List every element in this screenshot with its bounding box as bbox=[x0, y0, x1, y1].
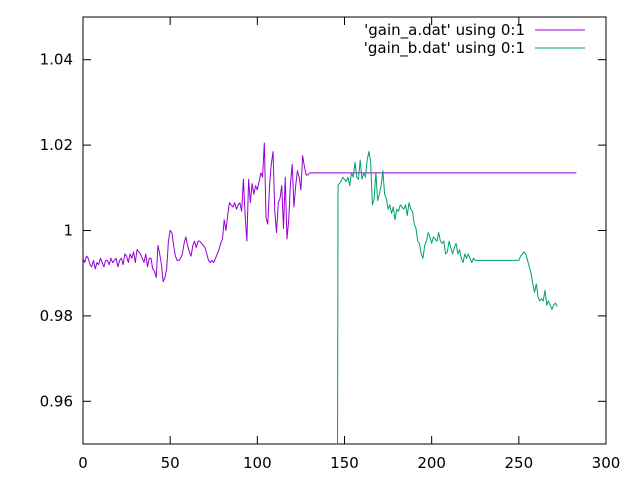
x-tick-label: 50 bbox=[161, 454, 180, 472]
y-tick-label: 0.98 bbox=[40, 307, 73, 325]
plot-frame bbox=[82, 16, 607, 445]
x-tick-label: 250 bbox=[505, 454, 534, 472]
x-tick-label: 200 bbox=[417, 454, 446, 472]
y-tick-label: 0.96 bbox=[40, 392, 73, 410]
series-line-1 bbox=[82, 142, 577, 283]
legend: 'gain_a.dat' using 0:1'gain_b.dat' using… bbox=[364, 21, 585, 58]
series-group bbox=[82, 142, 577, 445]
x-tick-label: 100 bbox=[243, 454, 272, 472]
x-tick-label: 300 bbox=[592, 454, 621, 472]
y-tick-label: 1.02 bbox=[40, 136, 73, 154]
legend-label-2: 'gain_b.dat' using 0:1 bbox=[364, 39, 525, 58]
tick-group: 0 50 100 150 200 250 300 0.96 0.98 1 1.02 1.04 bbox=[40, 17, 621, 472]
x-tick-label: 0 bbox=[78, 454, 88, 472]
x-tick-label: 150 bbox=[330, 454, 359, 472]
y-tick-label: 1 bbox=[63, 222, 73, 240]
legend-label-1: 'gain_a.dat' using 0:1 bbox=[364, 21, 525, 40]
y-tick-label: 1.04 bbox=[40, 51, 73, 69]
series-line-2 bbox=[337, 151, 558, 445]
